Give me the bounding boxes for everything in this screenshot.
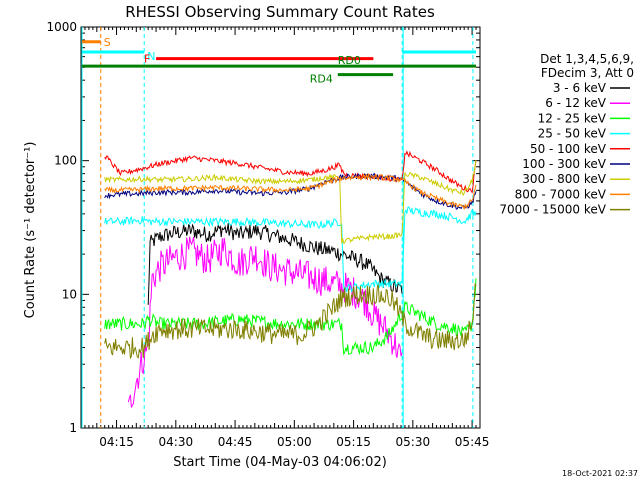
legend-entry-label: 50 - 100 keV (530, 142, 607, 156)
state-bar-label-f: F (144, 53, 150, 66)
legend-entry-label: 12 - 25 keV (538, 111, 607, 125)
legend-entry-label: 7000 - 15000 keV (499, 203, 606, 217)
y-tick-label: 10 (62, 287, 77, 301)
legend-entry-label: 300 - 800 keV (522, 172, 606, 186)
legend-header-line-2: FDecim 3, Att 0 (541, 66, 634, 80)
x-axis-label: Start Time (04-May-03 04:06:02) (173, 455, 387, 470)
x-tick-label: 04:15 (99, 435, 134, 449)
plot-frame (80, 26, 481, 429)
axis-ticks: 1 10 100 1000 04:15 04:30 04:45 05:00 05:15 05:30… (46, 20, 489, 449)
x-tick-label: 04:45 (218, 435, 253, 449)
series-line (104, 150, 477, 194)
legend-entry-label: 800 - 7000 keV (515, 187, 607, 201)
series-line (127, 236, 403, 408)
x-tick-label: 04:30 (159, 435, 194, 449)
x-tick-label: 05:45 (455, 435, 490, 449)
y-tick-label: 100 (54, 154, 77, 168)
chart-title: RHESSI Observing Summary Count Rates (125, 3, 435, 21)
legend-entry-label: 25 - 50 keV (538, 127, 607, 141)
x-tick-label: 05:00 (277, 435, 312, 449)
state-bar-label-s: S (104, 36, 111, 49)
x-tick-label: 05:15 (336, 435, 371, 449)
legend: Det 1,3,4,5,6,9, FDecim 3, Att 0 3 - 6 k… (499, 52, 634, 217)
legend-entry-label: 100 - 300 keV (522, 157, 606, 171)
footer-date: 18-Oct-2021 02:37 (562, 469, 638, 478)
x-tick-label: 05:30 (396, 435, 431, 449)
y-tick-label: 1000 (46, 20, 77, 34)
legend-header-line-1: Det 1,3,4,5,6,9, (540, 52, 634, 66)
y-tick-label: 1 (69, 421, 77, 435)
state-bar-label-rd4: RD4 (310, 73, 333, 86)
legend-entry-label: 6 - 12 keV (545, 96, 607, 110)
series-line (104, 283, 477, 360)
series-lines (104, 150, 477, 408)
state-bars: S NF RD0 RD4 (82, 36, 477, 86)
state-bar-label-n: N (147, 50, 155, 63)
vertical-markers (81, 27, 474, 428)
series-line (104, 172, 477, 210)
legend-entry-label: 3 - 6 keV (553, 81, 607, 95)
series-line (104, 206, 477, 293)
y-axis-label: Count Rate (s⁻¹ detector⁻¹) (23, 142, 38, 319)
state-bar-label-rd0: RD0 (338, 54, 361, 67)
series-line (147, 223, 403, 305)
series-line (104, 160, 477, 244)
